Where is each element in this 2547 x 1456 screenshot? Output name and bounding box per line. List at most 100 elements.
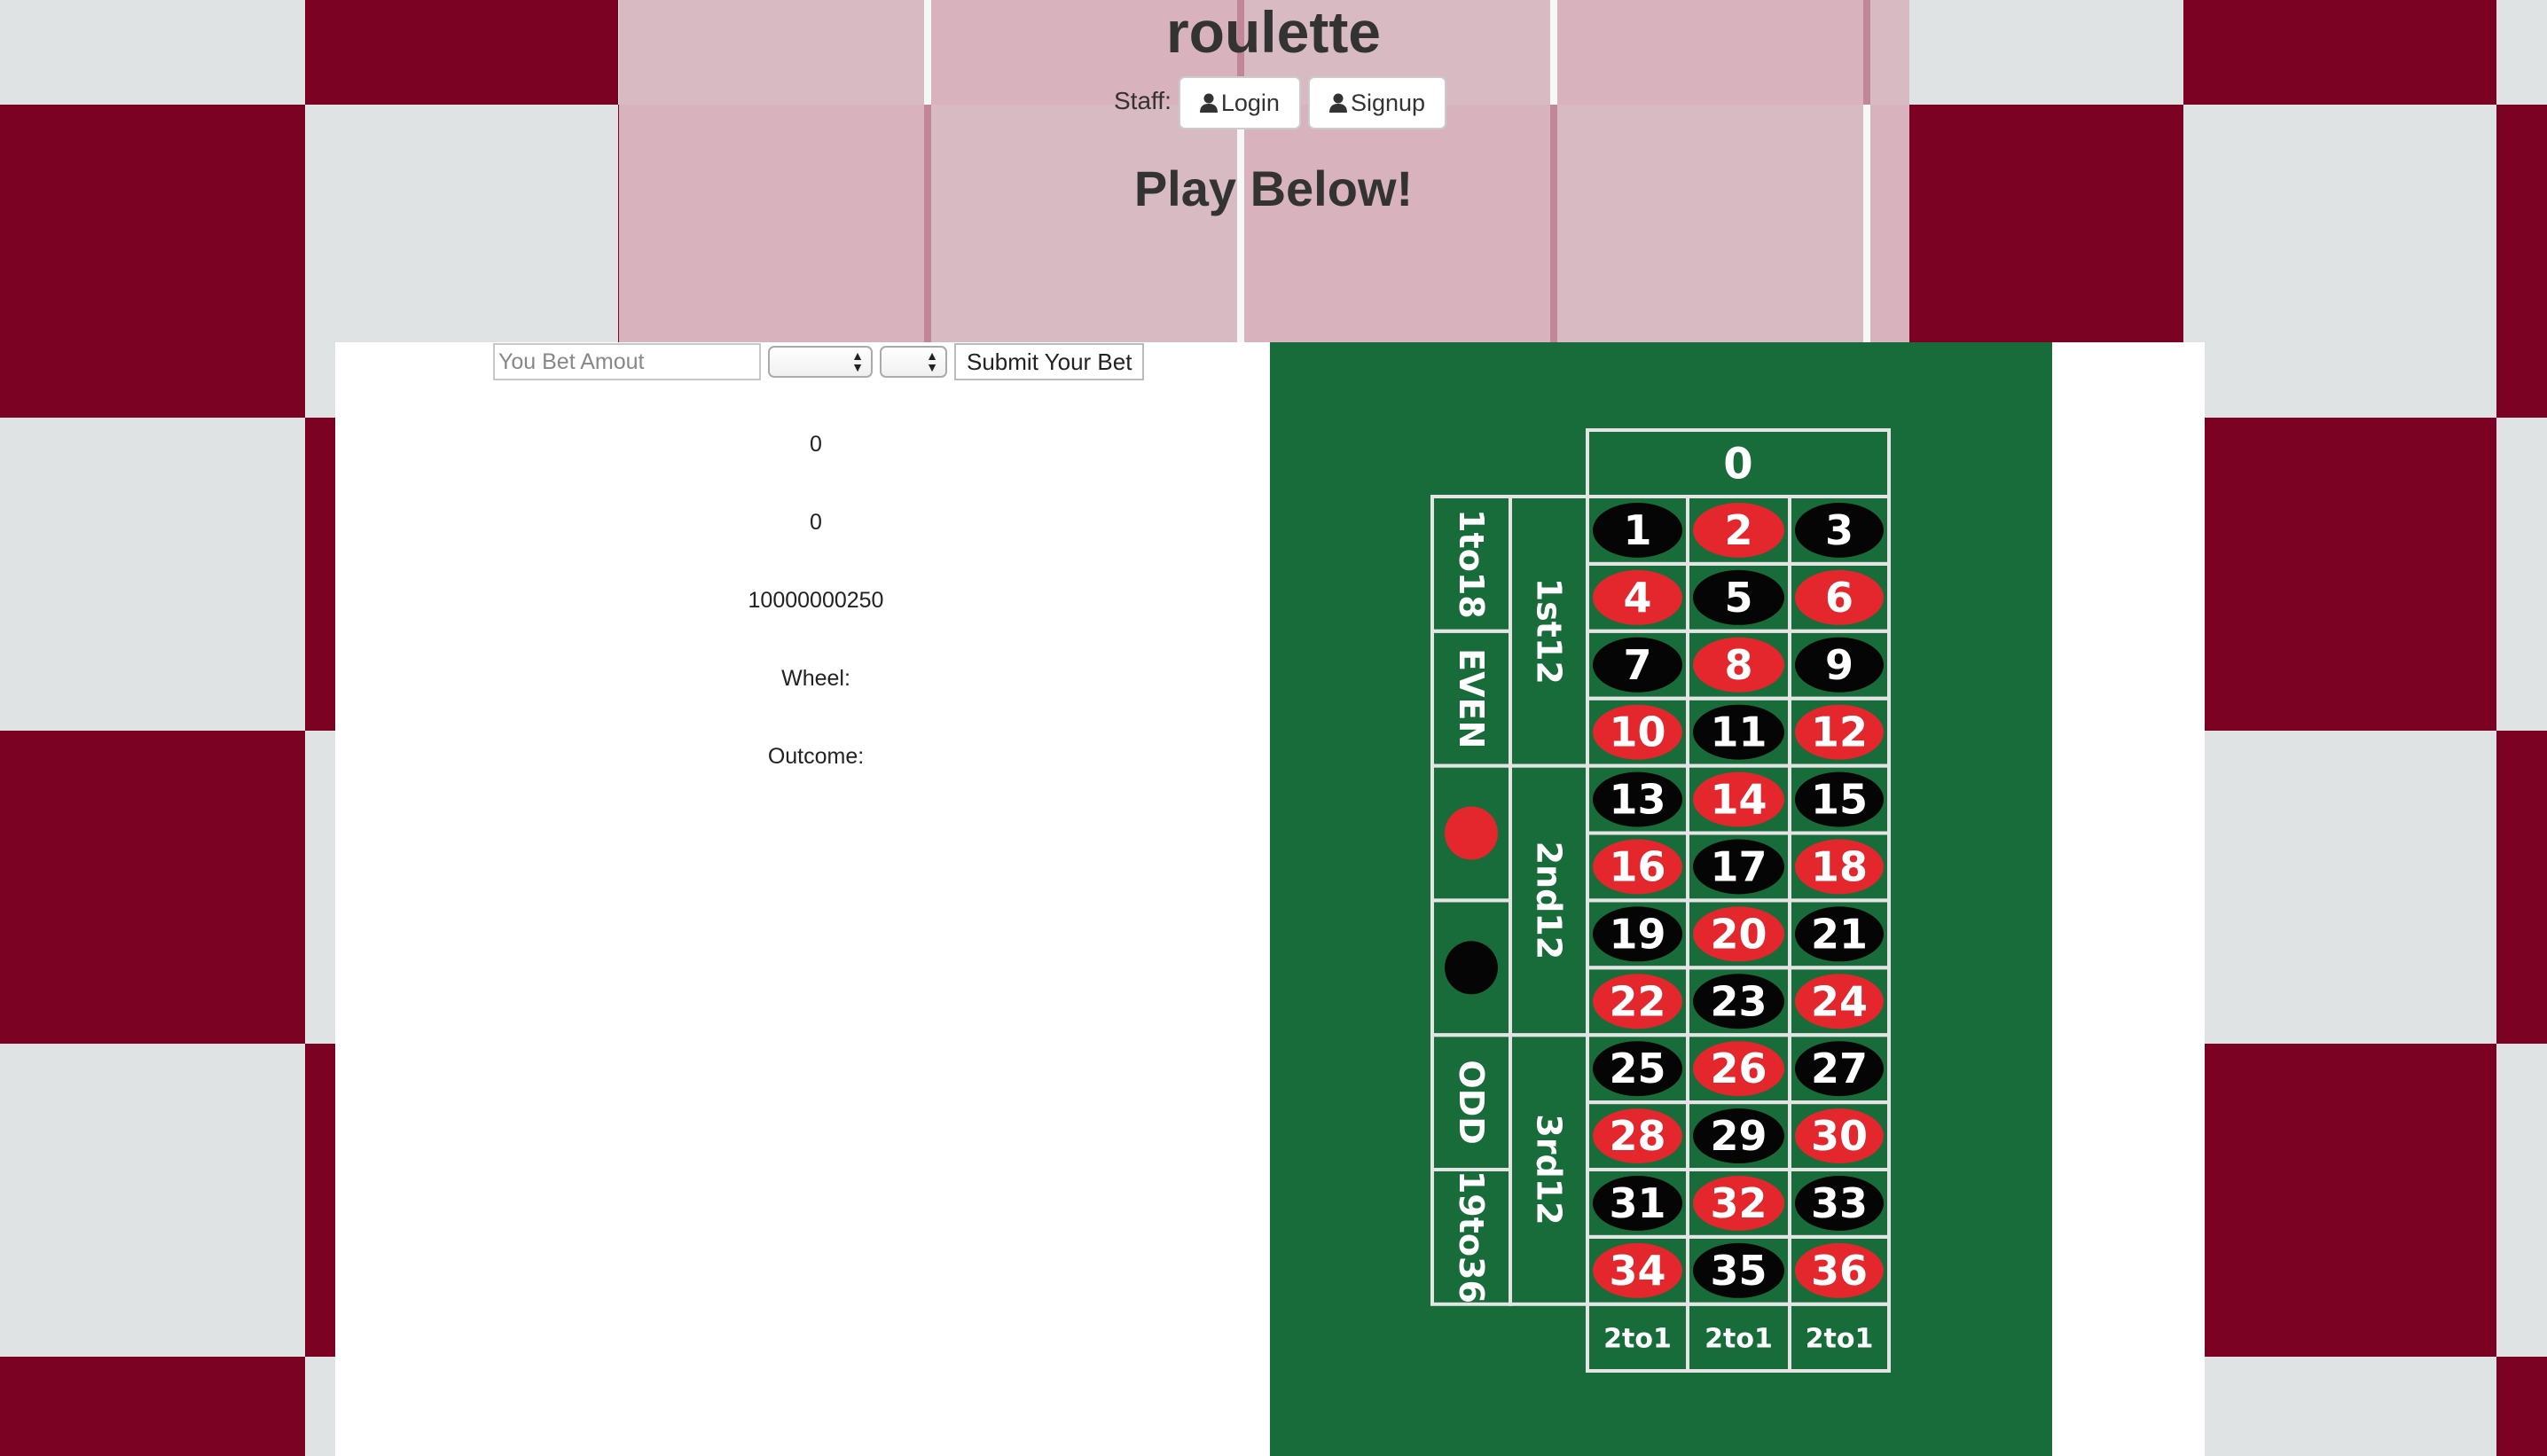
number-oval-black xyxy=(1593,503,1682,558)
number-oval-red xyxy=(1593,974,1682,1029)
number-label: 6 xyxy=(1825,574,1853,622)
number-oval-black xyxy=(1593,1041,1682,1097)
number-label: 24 xyxy=(1811,977,1868,1025)
number-oval-black xyxy=(1693,839,1784,895)
bet-amount-input[interactable] xyxy=(493,343,761,380)
zero-number-label: 0 xyxy=(1723,440,1752,489)
number-oval-black xyxy=(1693,974,1784,1029)
number-oval-black xyxy=(1693,569,1784,625)
user-icon xyxy=(1199,93,1218,113)
stat-line-1: 0 xyxy=(810,432,822,457)
signup-label: Signup xyxy=(1350,89,1426,116)
outside-bet-label: 1to18 xyxy=(1452,509,1491,619)
number-oval-red xyxy=(1795,704,1884,760)
number-oval-black xyxy=(1593,1176,1682,1231)
number-oval-black xyxy=(1593,771,1682,827)
dozen-bet-label: 3rd12 xyxy=(1530,1114,1569,1225)
number-oval-red xyxy=(1795,569,1884,625)
number-oval-black xyxy=(1795,503,1884,558)
number-oval-black xyxy=(1593,637,1682,693)
number-oval-black xyxy=(1795,771,1884,827)
bet-value-select[interactable]: ▲ ▼ xyxy=(880,346,947,378)
stat-line-2: 0 xyxy=(810,510,822,535)
number-label: 9 xyxy=(1825,641,1853,689)
number-oval-black xyxy=(1795,1041,1884,1097)
number-label: 31 xyxy=(1609,1179,1665,1227)
number-label: 35 xyxy=(1710,1247,1767,1295)
dozen-bet-label: 1st12 xyxy=(1530,578,1569,685)
number-label: 22 xyxy=(1609,977,1665,1025)
play-heading: Play Below! xyxy=(1133,160,1414,216)
number-oval-black xyxy=(1795,906,1884,962)
number-label: 13 xyxy=(1609,776,1665,824)
select-arrows-icon: ▲ ▼ xyxy=(851,348,864,374)
outside-bet-label: EVEN xyxy=(1452,648,1491,748)
outside-bet-label: ODD xyxy=(1452,1060,1491,1144)
number-label: 33 xyxy=(1811,1179,1868,1227)
black-bet-marker xyxy=(1445,941,1498,995)
number-oval-black xyxy=(1795,1176,1884,1231)
number-label: 32 xyxy=(1710,1179,1767,1227)
number-oval-red xyxy=(1693,771,1784,827)
number-oval-black xyxy=(1593,906,1682,962)
header-panel xyxy=(619,0,1909,342)
number-label: 5 xyxy=(1724,574,1752,622)
number-oval-black xyxy=(1795,637,1884,693)
number-label: 25 xyxy=(1609,1045,1665,1092)
number-oval-black xyxy=(1693,1108,1784,1163)
bet-form: ▲▼ ▲▼ Submit Your Bet xyxy=(493,342,1145,381)
outcome-label: Outcome: xyxy=(767,744,865,769)
column-bet-label: 2to1 xyxy=(1603,1323,1672,1354)
number-label: 36 xyxy=(1811,1247,1868,1295)
number-label: 3 xyxy=(1825,506,1853,554)
number-oval-red xyxy=(1795,1108,1884,1163)
number-oval-black xyxy=(1693,704,1784,760)
number-label: 20 xyxy=(1710,910,1767,958)
number-oval-red xyxy=(1593,704,1682,760)
column-bet-cell[interactable] xyxy=(1788,1302,1891,1374)
user-icon xyxy=(1328,93,1347,113)
page-title: roulette xyxy=(1165,0,1382,65)
number-label: 4 xyxy=(1623,574,1651,622)
bet-type-select[interactable]: ▲ ▼ xyxy=(768,346,873,378)
number-oval-red xyxy=(1593,569,1682,625)
number-label: 11 xyxy=(1710,708,1767,756)
number-oval-red xyxy=(1693,503,1784,558)
number-label: 17 xyxy=(1710,842,1767,890)
wheel-label: Wheel: xyxy=(781,666,850,691)
login-button[interactable]: Login xyxy=(1178,76,1301,129)
login-label: Login xyxy=(1220,89,1280,116)
number-label: 1 xyxy=(1623,506,1651,554)
signup-button[interactable]: Signup xyxy=(1307,76,1447,129)
number-label: 26 xyxy=(1710,1045,1767,1092)
number-label: 30 xyxy=(1811,1112,1868,1160)
column-bet-label: 2to1 xyxy=(1806,1323,1874,1354)
red-bet-marker xyxy=(1445,806,1498,860)
number-label: 21 xyxy=(1811,910,1868,958)
number-label: 34 xyxy=(1609,1247,1665,1295)
number-label: 10 xyxy=(1609,708,1665,756)
submit-bet-button[interactable]: Submit Your Bet xyxy=(954,343,1145,380)
number-label: 16 xyxy=(1609,842,1665,890)
outside-bet-label: 19to36 xyxy=(1452,1170,1491,1303)
number-label: 27 xyxy=(1811,1045,1868,1092)
number-oval-red xyxy=(1593,839,1682,895)
number-oval-red xyxy=(1693,637,1784,693)
number-label: 12 xyxy=(1811,708,1868,756)
balance-value: 10000000250 xyxy=(748,588,884,613)
number-oval-red xyxy=(1693,1176,1784,1231)
number-oval-black xyxy=(1693,1242,1784,1298)
number-label: 15 xyxy=(1811,776,1868,824)
number-oval-red xyxy=(1693,1041,1784,1097)
number-label: 8 xyxy=(1724,641,1752,689)
number-oval-red xyxy=(1593,1242,1682,1298)
number-label: 19 xyxy=(1609,910,1665,958)
dozen-bet-label: 2nd12 xyxy=(1530,842,1569,960)
number-label: 14 xyxy=(1710,776,1767,824)
number-oval-red xyxy=(1795,839,1884,895)
number-label: 7 xyxy=(1623,641,1651,689)
outside-bet-cell[interactable] xyxy=(1430,1168,1512,1306)
number-label: 29 xyxy=(1710,1112,1767,1160)
number-oval-red xyxy=(1593,1108,1682,1163)
